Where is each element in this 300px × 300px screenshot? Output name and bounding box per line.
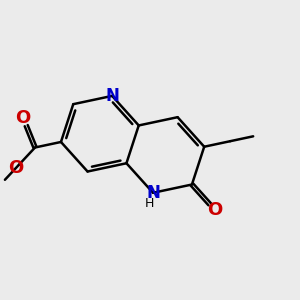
Text: N: N (105, 87, 119, 105)
Text: O: O (16, 109, 31, 127)
Text: H: H (145, 197, 154, 210)
Text: O: O (8, 159, 24, 177)
Text: O: O (207, 201, 222, 219)
Text: N: N (146, 184, 160, 202)
